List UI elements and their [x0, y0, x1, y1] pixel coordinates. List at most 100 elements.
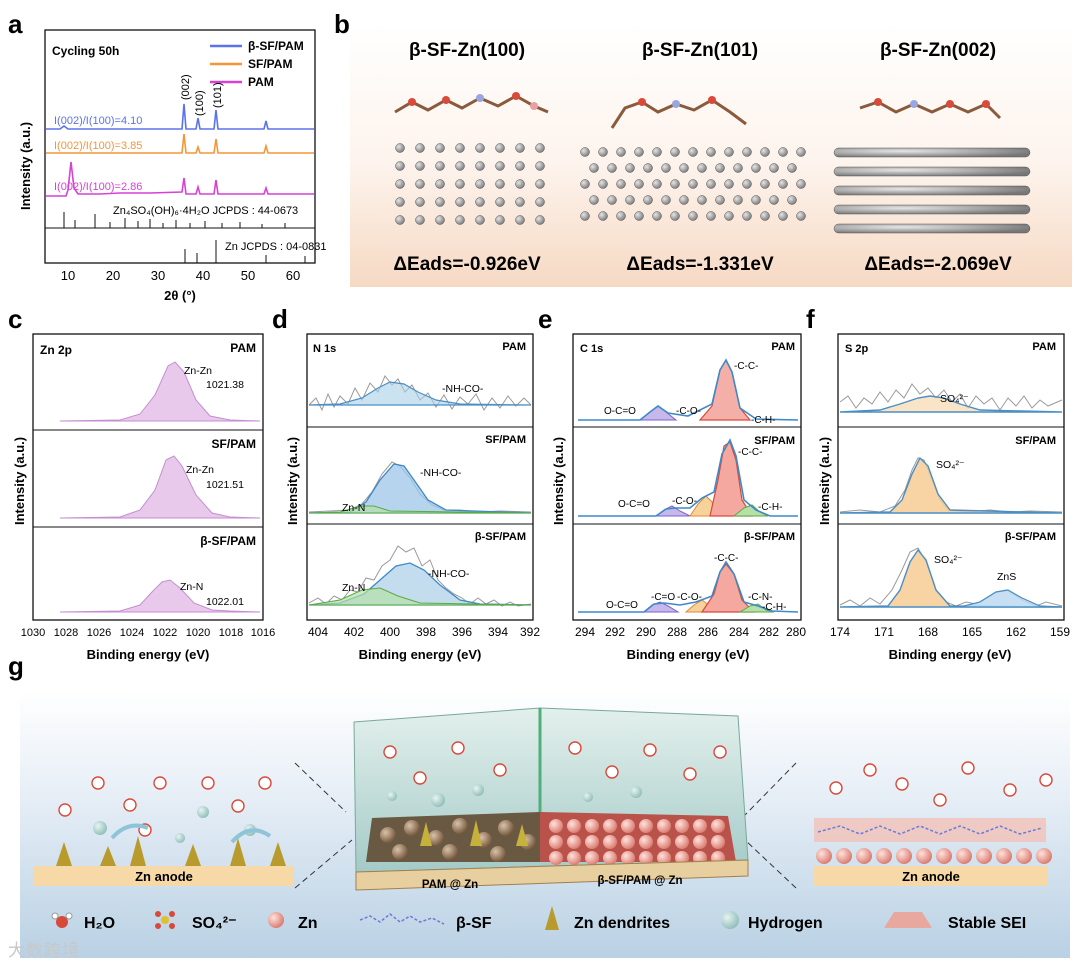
e-label: O-C=O — [604, 406, 636, 417]
dendrite-legend-icon — [545, 906, 559, 930]
d-label-znn-2: Zn-N — [342, 582, 365, 594]
f-ylabel: Intensity (a.u.) — [817, 437, 832, 525]
ratio-bsf: I(002)/I(100)=4.10 — [54, 115, 142, 127]
e-label: -C-C- — [738, 447, 762, 458]
xrd-curve-sf — [46, 133, 314, 154]
e-xlabel: Binding energy (eV) — [627, 647, 750, 662]
f-label-so4-1: SO₄²⁻ — [940, 393, 969, 405]
legend-sf: SF/PAM — [248, 57, 292, 71]
e-label: -C-O- — [676, 406, 701, 417]
center-left-label: PAM @ Zn — [422, 879, 478, 891]
f-element: S 2p — [845, 343, 869, 355]
schematic-legend: H₂O SO₄²⁻ Zn β-SF Zn dendrites Hydrogen … — [51, 906, 1026, 932]
xrd-curve-bsf — [46, 103, 314, 130]
c-value-1: 1021.38 — [206, 379, 244, 391]
c-xtick: 1026 — [87, 627, 111, 639]
f-xtick: 162 — [1006, 625, 1026, 639]
d-raw-pam — [308, 375, 532, 412]
c-xtick: 1020 — [186, 627, 210, 639]
d-label-nhco-2: -NH-CO- — [420, 467, 462, 479]
xrd-legend: β-SF/PAM SF/PAM PAM — [210, 39, 304, 89]
xrd-ylabel: Intensity (a.u.) — [18, 122, 33, 210]
f-xtick: 168 — [918, 625, 938, 639]
left-anode-label: Zn anode — [135, 869, 193, 884]
panel-d-n1s: N 1s PAM SF/PAM β-SF/PAM -NH-CO- -NH-CO-… — [285, 333, 540, 662]
e-label: -C-C- — [714, 553, 738, 564]
panel-letter-d: d — [272, 304, 288, 334]
f-raw-pam — [839, 383, 1063, 411]
e-sample-sf: SF/PAM — [754, 435, 795, 447]
d-xtick: 398 — [416, 625, 436, 639]
legend-dendrites: Zn dendrites — [574, 915, 670, 932]
panel-f-s2p: S 2p PAM SF/PAM β-SF/PAM SO₄²⁻ SO₄²⁻ SO₄… — [817, 333, 1070, 662]
legend-hydrogen: Hydrogen — [748, 915, 823, 932]
e-bsf-env — [578, 560, 799, 613]
d-xlabel: Binding energy (eV) — [359, 647, 482, 662]
xrd-title: Cycling 50h — [52, 44, 119, 58]
left-zone: Zn anode — [34, 776, 294, 886]
dft-energy-002: ΔEads=-2.069eV — [864, 254, 1012, 275]
e-xtick: 294 — [575, 625, 595, 639]
f-xtick: 159 — [1050, 625, 1070, 639]
panel-letter-c: c — [8, 304, 22, 334]
d-label-nhco-1: -NH-CO- — [442, 383, 484, 395]
right-zone: Zn anode — [814, 761, 1053, 886]
zn-icon — [268, 912, 284, 928]
c-xtick: 1018 — [219, 627, 243, 639]
panel-e-c1s: C 1s PAM SF/PAM β-SF/PAM O-C=O -C-O- -C-… — [551, 333, 806, 662]
panel-letter-b: b — [334, 9, 350, 39]
legend-bsf: β-SF — [456, 915, 492, 932]
peak-002: (002) — [180, 74, 192, 100]
e-label: -C-H- — [762, 602, 786, 613]
peak-101: (101) — [212, 82, 224, 108]
ratio-pam: I(002)/I(100)=2.86 — [54, 181, 142, 193]
molecule-atoms — [408, 92, 990, 110]
hydrogen-icon — [721, 911, 739, 929]
dft-energy-100: ΔEads=-0.926eV — [393, 254, 541, 275]
d-fit-bsf-zn — [308, 587, 532, 606]
ref-label-2: Zn JCPDS : 04-0831 — [225, 241, 327, 253]
dft-title-002: β-SF-Zn(002) — [880, 40, 996, 61]
d-sample-bsf: β-SF/PAM — [475, 531, 526, 543]
panel-a-xrd: Cycling 50h β-SF/PAM SF/PAM PAM I(002)/I… — [18, 29, 327, 303]
xrd-xtick: 10 — [61, 268, 75, 283]
e-label: O-C=O — [618, 499, 650, 510]
panel-letter-f: f — [806, 304, 815, 334]
c-xlabel: Binding energy (eV) — [87, 647, 210, 662]
c-xtick: 1030 — [21, 627, 45, 639]
legend-so4: SO₄²⁻ — [192, 915, 237, 932]
f-xtick: 171 — [874, 625, 894, 639]
f-label-so4-3: SO₄²⁻ — [934, 554, 963, 566]
c-xtick: 1024 — [120, 627, 144, 639]
legend-pam: PAM — [248, 75, 274, 89]
lattice-101 — [580, 147, 806, 221]
ref-sticks-1 — [63, 212, 286, 228]
e-sf-ch — [732, 504, 769, 517]
c-xtick: 1022 — [153, 627, 177, 639]
ratio-sf: I(002)/I(100)=3.85 — [54, 140, 142, 152]
legend-zn: Zn — [298, 915, 318, 932]
d-xtick: 404 — [308, 625, 328, 639]
d-xtick: 394 — [488, 625, 508, 639]
xrd-xtick: 40 — [196, 268, 210, 283]
e-label: -C=O — [651, 592, 675, 603]
panel-g-schematic: Zn anode — [20, 690, 1070, 958]
e-xtick: 286 — [698, 625, 718, 639]
xrd-xlabel: 2θ (°) — [164, 288, 196, 303]
e-sample-bsf: β-SF/PAM — [744, 531, 795, 543]
c-peak-sf — [59, 455, 261, 519]
c-peak-pam — [59, 361, 261, 422]
dendrite-icon — [56, 836, 286, 866]
f-label-zns: ZnS — [997, 571, 1016, 583]
f-label-so4-2: SO₄²⁻ — [936, 459, 965, 471]
d-xtick: 402 — [344, 625, 364, 639]
dft-title-101: β-SF-Zn(101) — [642, 40, 758, 61]
c-label-1: Zn-Zn — [184, 365, 212, 377]
e-label: O-C=O — [606, 600, 638, 611]
water-icon — [51, 912, 73, 928]
right-anode-label: Zn anode — [902, 869, 960, 884]
c-ylabel: Intensity (a.u.) — [12, 437, 27, 525]
watermark: 大数跨境 — [8, 941, 80, 961]
e-xtick: 288 — [667, 625, 687, 639]
